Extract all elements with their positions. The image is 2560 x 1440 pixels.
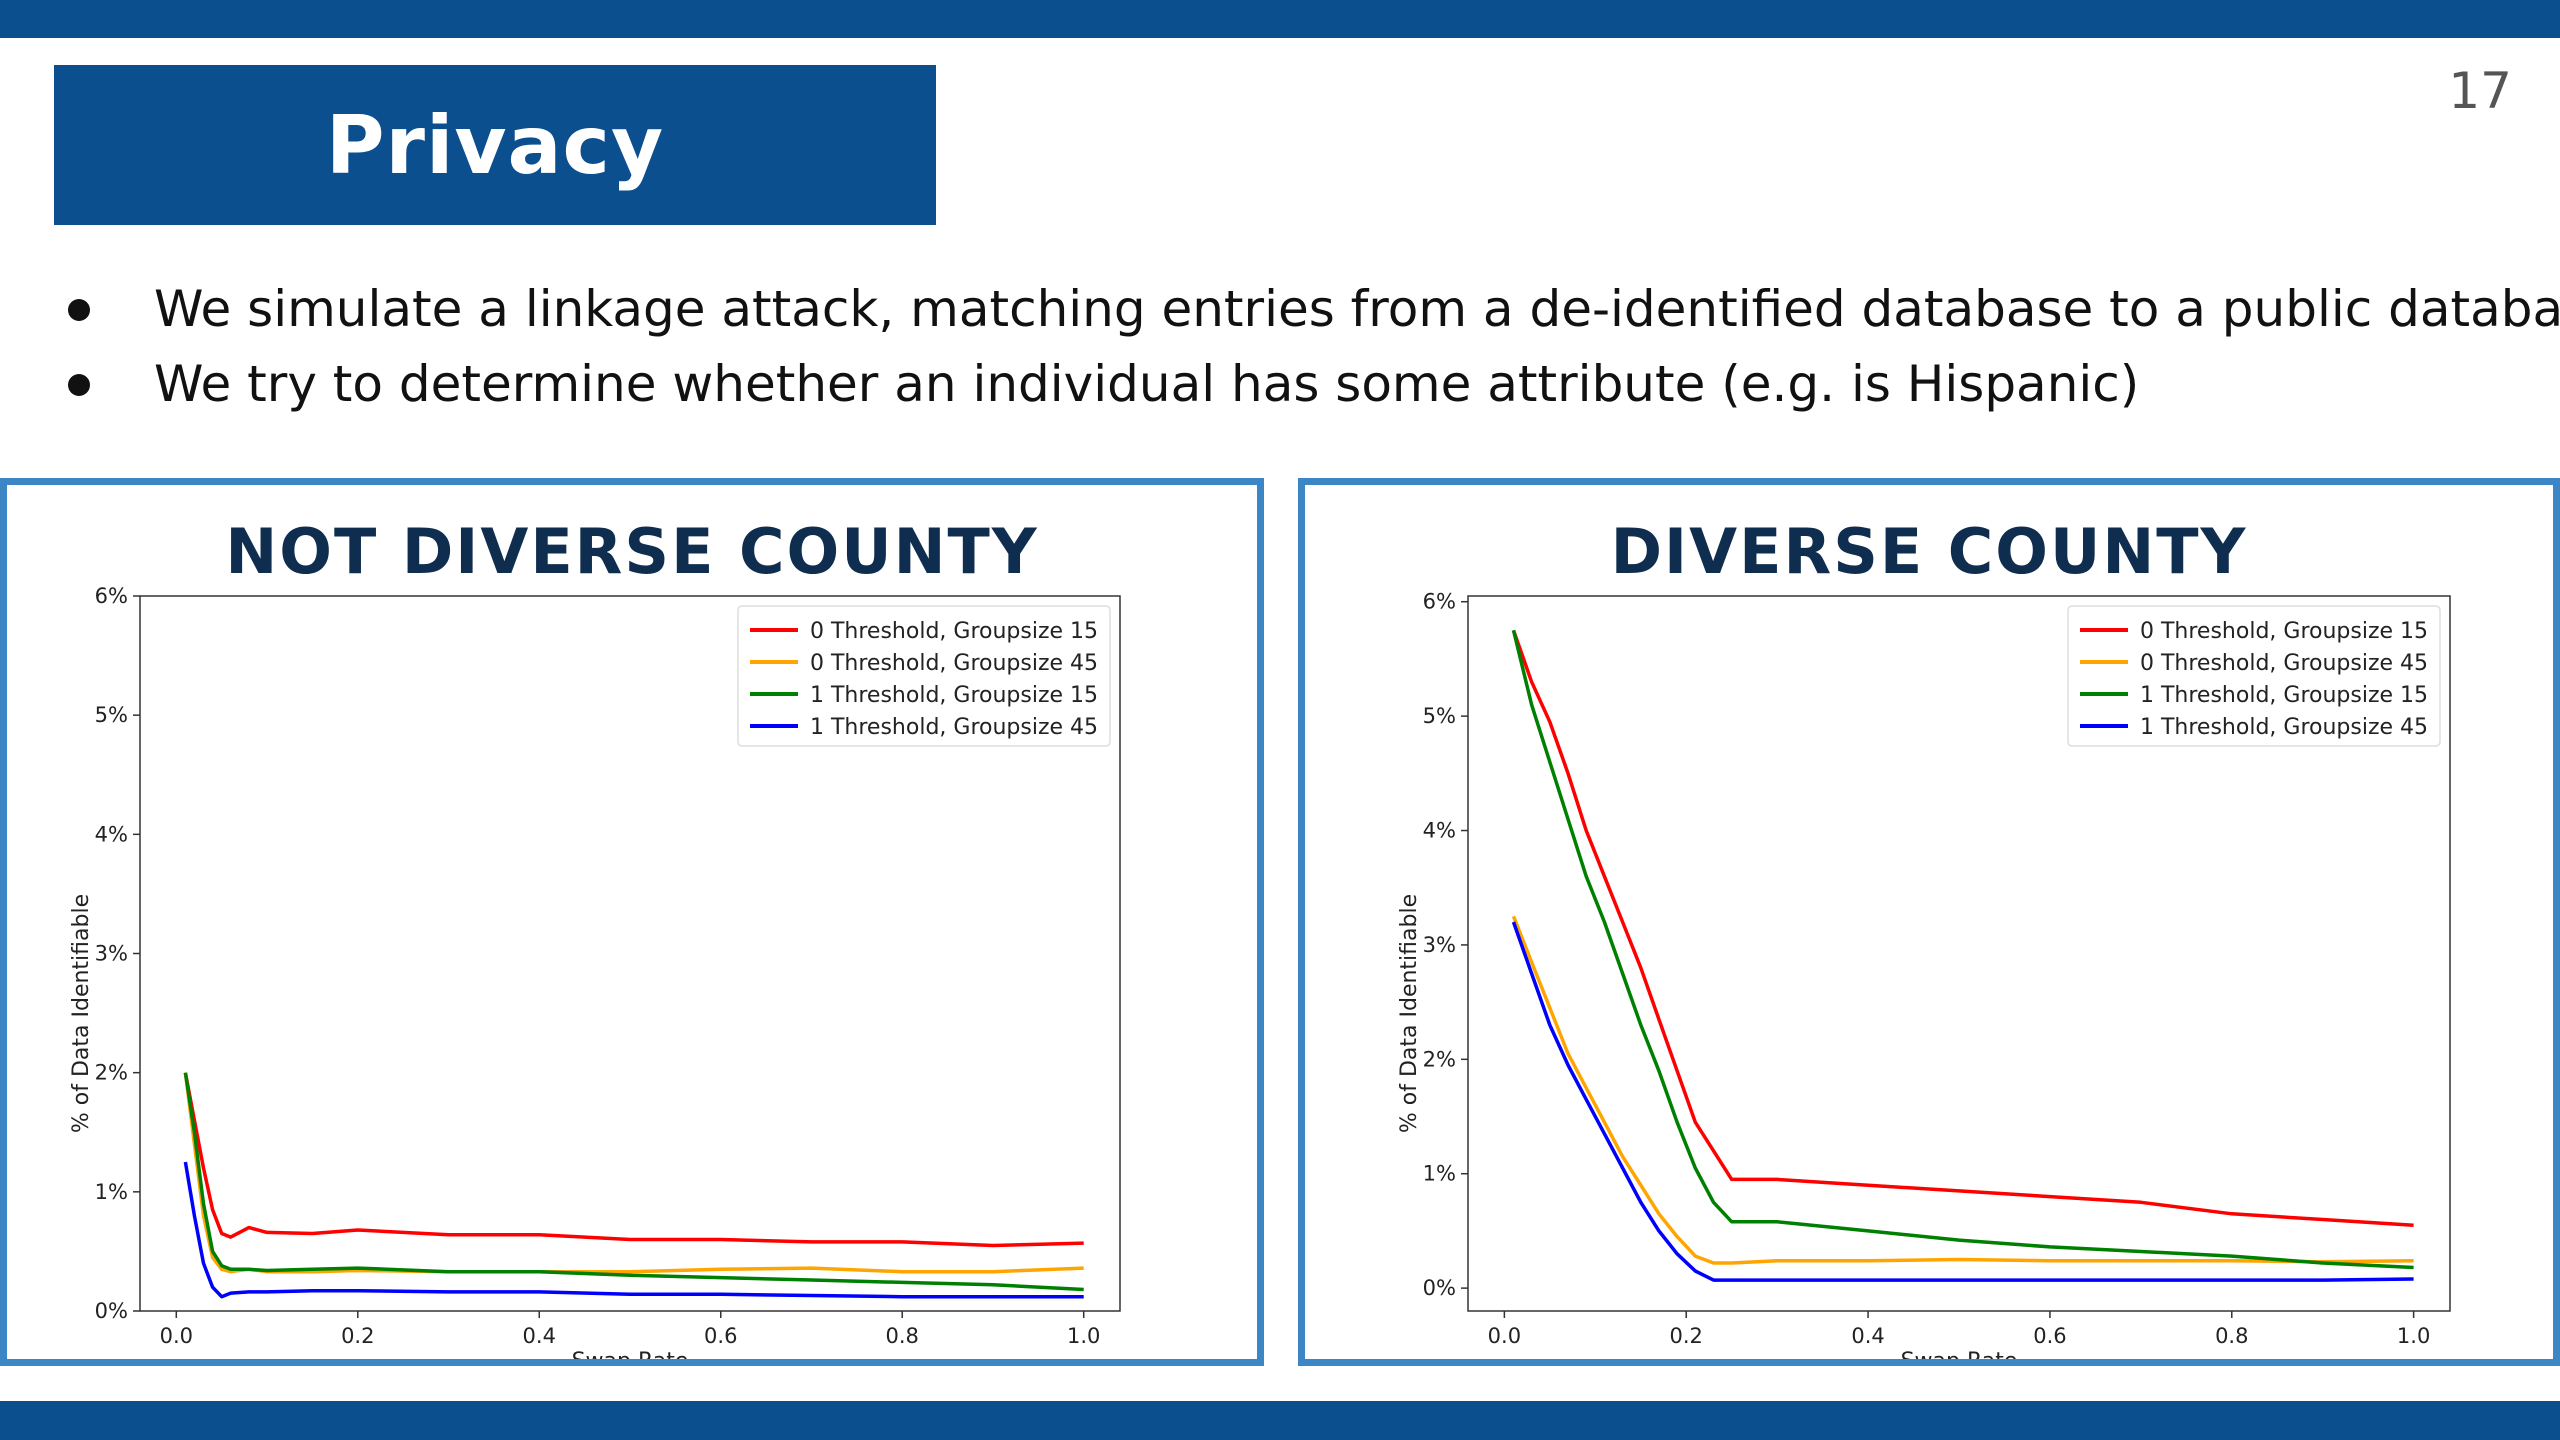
y-tick-label: 3% [1423, 933, 1456, 957]
chart-panel-not-diverse: NOT DIVERSE COUNTY 0% 1% 2% 3% 4% 5% 6% 0.0 0.2 0… [0, 478, 1264, 1366]
legend-box [737, 605, 1111, 747]
legend-label: 1 Threshold, Groupsize 45 [2140, 715, 2428, 740]
y-tick-label: 4% [1423, 819, 1456, 843]
series-line-4 [1511, 921, 2414, 1282]
legend-box [2067, 605, 2441, 747]
x-tick-label: 0.4 [523, 1324, 556, 1348]
y-tick-label: 0% [1423, 1276, 1456, 1300]
series-line-2 [1511, 915, 2414, 1265]
y-axis-label: % of Data Identifiable [69, 894, 94, 1133]
page-number: 17 [2448, 62, 2512, 120]
x-tick-label: 0.2 [1670, 1324, 1703, 1348]
x-tick-label: 0.8 [2215, 1324, 2248, 1348]
y-tick-label: 2% [1423, 1047, 1456, 1071]
bullet-item: We simulate a linkage attack, matching e… [62, 272, 2560, 347]
top-banner-bar [0, 0, 2560, 38]
legend-label: 0 Threshold, Groupsize 15 [2140, 619, 2428, 644]
y-tick-label: 2% [95, 1061, 128, 1085]
x-axis-label: Swap Rate [1901, 1349, 2018, 1359]
bullet-text: We try to determine whether an individua… [154, 355, 2140, 413]
x-tick-label: 1.0 [1067, 1324, 1100, 1348]
y-tick-label: 0% [95, 1299, 128, 1323]
legend-label: 1 Threshold, Groupsize 45 [810, 715, 1098, 740]
x-tick-label: 0.6 [2033, 1324, 2066, 1348]
y-tick-label: 3% [95, 942, 128, 966]
bottom-banner-bar [0, 1401, 2560, 1440]
slide-title: Privacy [325, 98, 665, 192]
y-tick-label: 6% [95, 584, 128, 608]
y-tick-label: 1% [1423, 1162, 1456, 1186]
y-tick-label: 6% [1423, 590, 1456, 614]
legend-label: 1 Threshold, Groupsize 15 [810, 683, 1098, 708]
bullet-list: We simulate a linkage attack, matching e… [62, 272, 2560, 422]
x-axis-label: Swap Rate [572, 1349, 689, 1359]
bullet-item: We try to determine whether an individua… [62, 347, 2502, 422]
bullet-text: We simulate a linkage attack, matching e… [154, 280, 2560, 338]
legend-label: 0 Threshold, Groupsize 15 [810, 619, 1098, 644]
x-tick-label: 1.0 [2397, 1324, 2430, 1348]
x-tick-label: 0.4 [1851, 1324, 1884, 1348]
chart-title: NOT DIVERSE COUNTY [225, 515, 1039, 588]
legend-label: 1 Threshold, Groupsize 15 [2140, 683, 2428, 708]
series-line-3 [183, 1072, 1084, 1292]
series-line-3 [1511, 629, 2414, 1270]
chart-title: DIVERSE COUNTY [1610, 515, 2248, 588]
x-tick-label: 0.8 [886, 1324, 919, 1348]
y-tick-label: 1% [95, 1180, 128, 1204]
bullet-dot-icon [68, 299, 90, 321]
x-tick-label: 0.0 [160, 1324, 193, 1348]
chart-panel-diverse: DIVERSE COUNTY 0% 1% 2% 3% 4% 5% 6% 0.0 0.2 0.4 0.… [1298, 478, 2560, 1366]
x-tick-label: 0.2 [341, 1324, 374, 1348]
bullet-dot-icon [68, 374, 90, 396]
title-box: Privacy [54, 65, 936, 225]
y-tick-label: 5% [1423, 704, 1456, 728]
x-tick-label: 0.0 [1488, 1324, 1521, 1348]
series-line-1 [1511, 629, 2414, 1227]
legend-label: 0 Threshold, Groupsize 45 [2140, 651, 2428, 676]
line-chart-not-diverse: 0% 1% 2% 3% 4% 5% 6% 0.0 0.2 0.4 0.6 0.8 1.0 Swap Rat… [69, 584, 1121, 1359]
y-tick-label: 5% [95, 703, 128, 727]
x-tick-label: 0.6 [704, 1324, 737, 1348]
y-axis-label: % of Data Identifiable [1397, 894, 1422, 1133]
series-line-1 [183, 1072, 1084, 1248]
series-line-4 [183, 1161, 1084, 1299]
y-tick-label: 4% [95, 822, 128, 846]
line-chart-diverse: 0% 1% 2% 3% 4% 5% 6% 0.0 0.2 0.4 0.6 0.8 1.0 Swap Rat… [1397, 590, 2451, 1359]
legend-label: 0 Threshold, Groupsize 45 [810, 651, 1098, 676]
